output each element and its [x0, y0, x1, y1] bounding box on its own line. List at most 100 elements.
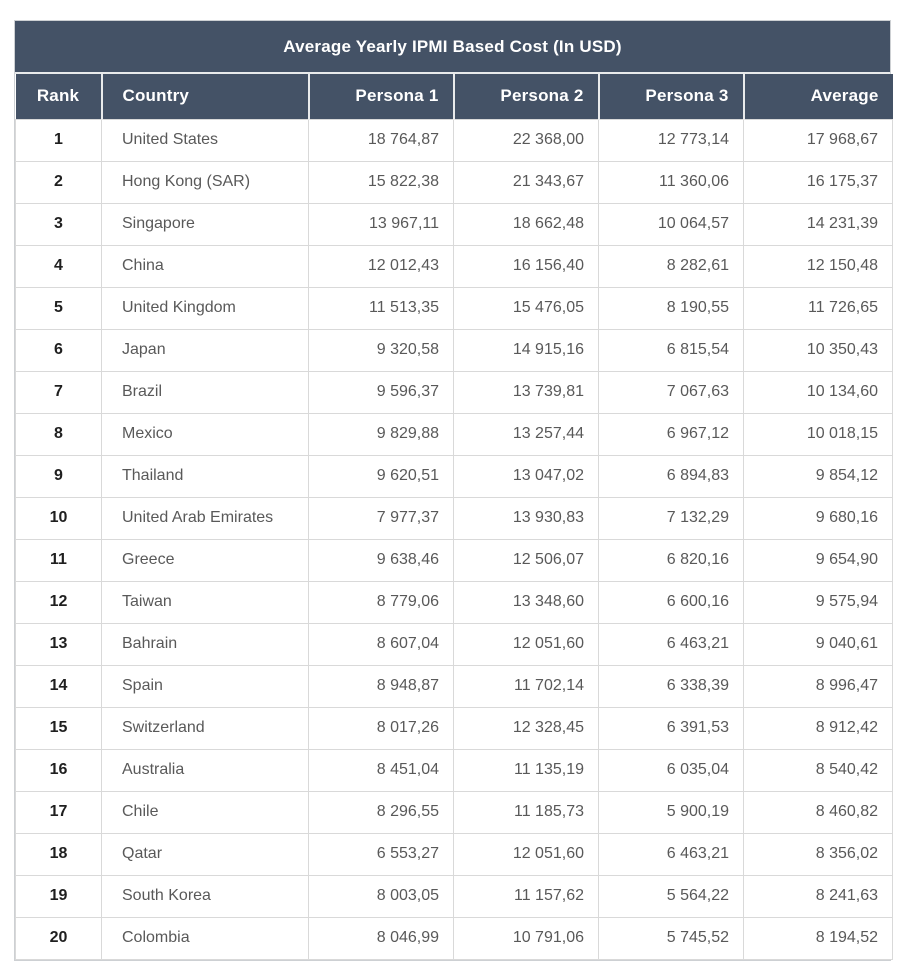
persona1-cell: 18 764,87: [308, 118, 454, 162]
table-row: 10 United Arab Emirates 7 977,37 13 930,83 7…: [15, 496, 893, 540]
rank-cell: 11: [15, 538, 102, 582]
country-cell: United Arab Emirates: [101, 496, 309, 540]
persona1-cell: 13 967,11: [308, 202, 454, 246]
table-row: 20 Colombia 8 046,99 10 791,06 5 745,52 8 194…: [15, 916, 893, 960]
average-cell: 14 231,39: [743, 202, 893, 246]
rank-cell: 9: [15, 454, 102, 498]
persona2-cell: 11 702,14: [453, 664, 599, 708]
rank-cell: 5: [15, 286, 102, 330]
persona3-cell: 6 894,83: [598, 454, 744, 498]
average-cell: 8 996,47: [743, 664, 893, 708]
persona2-cell: 11 135,19: [453, 748, 599, 792]
country-cell: Spain: [101, 664, 309, 708]
persona2-cell: 10 791,06: [453, 916, 599, 960]
ipmi-cost-table-card: Average Yearly IPMI Based Cost (In USD) …: [14, 20, 893, 961]
rank-cell: 3: [15, 202, 102, 246]
country-cell: Australia: [101, 748, 309, 792]
persona2-cell: 21 343,67: [453, 160, 599, 204]
table-row: 6 Japan 9 320,58 14 915,16 6 815,54 10 350,43: [15, 328, 893, 372]
col-header-persona1: Persona 1: [307, 74, 454, 119]
persona1-cell: 15 822,38: [308, 160, 454, 204]
rank-cell: 2: [15, 160, 102, 204]
table-row: 17 Chile 8 296,55 11 185,73 5 900,19 8 460,82: [15, 790, 893, 834]
rank-cell: 1: [15, 118, 102, 162]
country-cell: Colombia: [101, 916, 309, 960]
table-row: 1 United States 18 764,87 22 368,00 12 773,1…: [15, 118, 893, 162]
persona1-cell: 8 017,26: [308, 706, 454, 750]
persona1-cell: 9 596,37: [308, 370, 454, 414]
rank-cell: 18: [15, 832, 102, 876]
persona2-cell: 12 051,60: [453, 832, 599, 876]
col-header-persona2: Persona 2: [452, 74, 599, 119]
country-cell: Brazil: [101, 370, 309, 414]
average-cell: 9 680,16: [743, 496, 893, 540]
rank-cell: 15: [15, 706, 102, 750]
table-row: 15 Switzerland 8 017,26 12 328,45 6 391,53 8 …: [15, 706, 893, 750]
persona3-cell: 7 132,29: [598, 496, 744, 540]
table-row: 12 Taiwan 8 779,06 13 348,60 6 600,16 9 575,9…: [15, 580, 893, 624]
persona3-cell: 6 035,04: [598, 748, 744, 792]
col-header-average: Average: [742, 74, 893, 119]
persona1-cell: 8 296,55: [308, 790, 454, 834]
persona1-cell: 8 046,99: [308, 916, 454, 960]
rank-cell: 6: [15, 328, 102, 372]
persona3-cell: 6 967,12: [598, 412, 744, 456]
table-row: 8 Mexico 9 829,88 13 257,44 6 967,12 10 018,1…: [15, 412, 893, 456]
country-cell: South Korea: [101, 874, 309, 918]
average-cell: 10 134,60: [743, 370, 893, 414]
persona1-cell: 9 320,58: [308, 328, 454, 372]
table-row: 14 Spain 8 948,87 11 702,14 6 338,39 8 996,47: [15, 664, 893, 708]
table-row: 19 South Korea 8 003,05 11 157,62 5 564,22 8 …: [15, 874, 893, 918]
rank-cell: 19: [15, 874, 102, 918]
average-cell: 9 854,12: [743, 454, 893, 498]
table-row: 3 Singapore 13 967,11 18 662,48 10 064,57 14 …: [15, 202, 893, 246]
country-cell: Chile: [101, 790, 309, 834]
persona1-cell: 8 003,05: [308, 874, 454, 918]
rank-cell: 20: [15, 916, 102, 960]
country-cell: China: [101, 244, 309, 288]
table-row: 5 United Kingdom 11 513,35 15 476,05 8 190,5…: [15, 286, 893, 330]
rank-cell: 10: [15, 496, 102, 540]
table-row: 9 Thailand 9 620,51 13 047,02 6 894,83 9 854,…: [15, 454, 893, 498]
persona1-cell: 8 451,04: [308, 748, 454, 792]
persona3-cell: 6 820,16: [598, 538, 744, 582]
country-cell: Japan: [101, 328, 309, 372]
persona2-cell: 11 185,73: [453, 790, 599, 834]
table-row: 4 China 12 012,43 16 156,40 8 282,61 12 150,4…: [15, 244, 893, 288]
persona2-cell: 14 915,16: [453, 328, 599, 372]
country-cell: Hong Kong (SAR): [101, 160, 309, 204]
rank-cell: 4: [15, 244, 102, 288]
cost-table: Rank Country Persona 1 Persona 2 Persona…: [15, 74, 893, 960]
rank-cell: 12: [15, 580, 102, 624]
persona3-cell: 6 463,21: [598, 622, 744, 666]
persona2-cell: 12 328,45: [453, 706, 599, 750]
average-cell: 11 726,65: [743, 286, 893, 330]
average-cell: 17 968,67: [743, 118, 893, 162]
average-cell: 10 350,43: [743, 328, 893, 372]
persona1-cell: 8 948,87: [308, 664, 454, 708]
persona2-cell: 22 368,00: [453, 118, 599, 162]
persona2-cell: 13 739,81: [453, 370, 599, 414]
average-cell: 8 241,63: [743, 874, 893, 918]
country-cell: Thailand: [101, 454, 309, 498]
rank-cell: 14: [15, 664, 102, 708]
country-cell: Taiwan: [101, 580, 309, 624]
table-row: 13 Bahrain 8 607,04 12 051,60 6 463,21 9 040,…: [15, 622, 893, 666]
persona1-cell: 8 607,04: [308, 622, 454, 666]
rank-cell: 8: [15, 412, 102, 456]
table-row: 18 Qatar 6 553,27 12 051,60 6 463,21 8 356,02: [15, 832, 893, 876]
persona1-cell: 9 620,51: [308, 454, 454, 498]
table-row: 7 Brazil 9 596,37 13 739,81 7 067,63 10 134,6…: [15, 370, 893, 414]
persona3-cell: 6 463,21: [598, 832, 744, 876]
average-cell: 12 150,48: [743, 244, 893, 288]
col-header-rank: Rank: [15, 74, 102, 119]
table-title: Average Yearly IPMI Based Cost (In USD): [15, 21, 890, 74]
average-cell: 9 040,61: [743, 622, 893, 666]
persona3-cell: 7 067,63: [598, 370, 744, 414]
rank-cell: 17: [15, 790, 102, 834]
persona1-cell: 9 829,88: [308, 412, 454, 456]
persona3-cell: 5 564,22: [598, 874, 744, 918]
table-row: 11 Greece 9 638,46 12 506,07 6 820,16 9 654,9…: [15, 538, 893, 582]
average-cell: 8 912,42: [743, 706, 893, 750]
country-cell: Bahrain: [101, 622, 309, 666]
